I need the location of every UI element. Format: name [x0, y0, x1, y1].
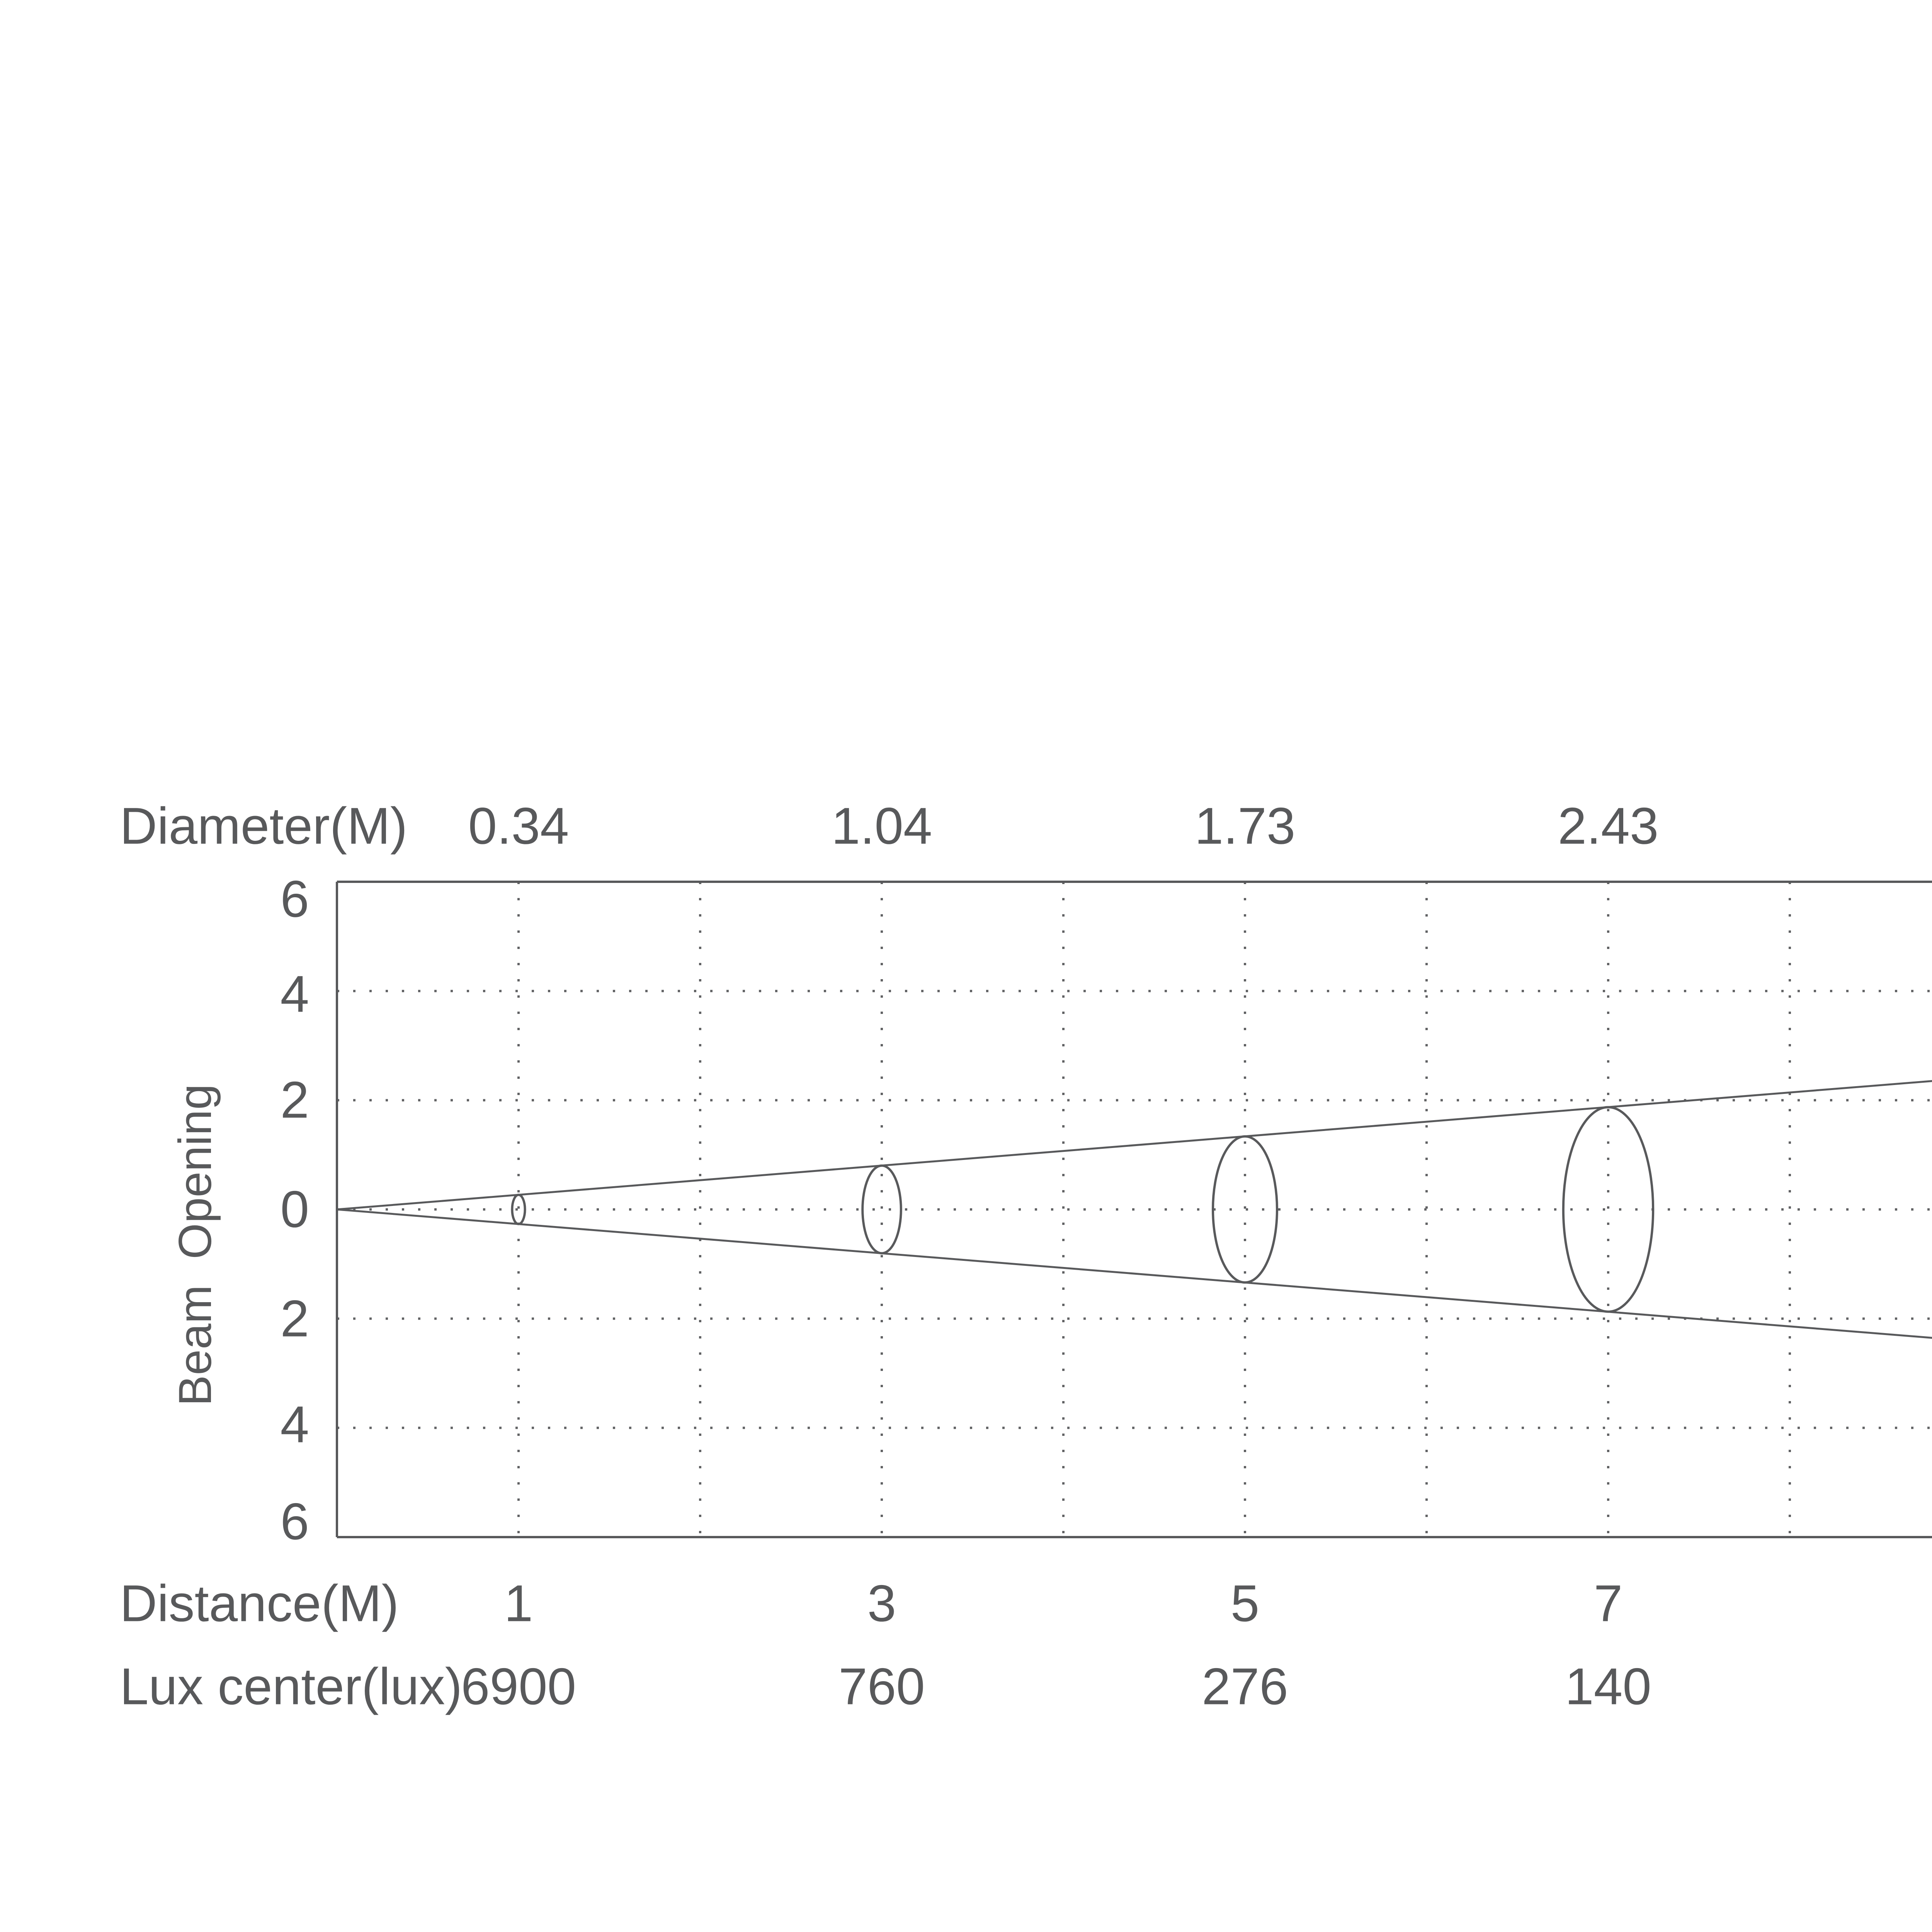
y-tick-label: 6: [280, 1493, 309, 1551]
beam-opening-axis-label: Beam Opening: [169, 1084, 221, 1406]
lux-value: 140: [1565, 1658, 1651, 1716]
distance-value: 1: [504, 1575, 533, 1633]
diameter-value: 1.04: [832, 798, 932, 855]
beam-spot-ellipse: [1212, 1135, 1278, 1284]
beam-spot-ellipse: [861, 1164, 902, 1255]
cone-layer: [336, 1080, 1932, 1339]
lux-value: 276: [1202, 1658, 1288, 1716]
beam-spot-ellipse: [1562, 1106, 1655, 1313]
beam-spot-ellipse: [511, 1194, 526, 1225]
y-tick-label: 4: [280, 1396, 309, 1454]
y-tick-label: 6: [280, 871, 309, 928]
distance-value: 3: [867, 1575, 896, 1633]
distance-value: 7: [1594, 1575, 1623, 1633]
diameter-row-label: Diameter(M): [120, 798, 407, 855]
diameter-value: 0.34: [468, 798, 569, 855]
y-tick-label: 2: [280, 1071, 309, 1129]
y-tick-label: 4: [280, 966, 309, 1023]
lux-value: 760: [838, 1658, 925, 1716]
diameter-value: 2.43: [1558, 798, 1659, 855]
lux-row-label: Lux center(lux): [120, 1658, 462, 1716]
beam-cone-upper-line: [336, 1080, 1932, 1211]
beam-cone-lower-line: [336, 1208, 1932, 1339]
y-tick-labels-layer: 6 4 2 0 2 4 6: [280, 871, 309, 1551]
distance-row-label: Distance(M): [120, 1575, 399, 1633]
diameter-value: 1.73: [1195, 798, 1296, 855]
lux-value: 6900: [461, 1658, 576, 1716]
y-tick-label: 0: [280, 1181, 309, 1238]
grid-layer: [337, 882, 1932, 1537]
y-tick-label: 2: [280, 1290, 309, 1348]
value-rows-layer: 0.341.041.732.433.4713571069007602761406…: [461, 798, 1659, 1716]
distance-value: 5: [1231, 1575, 1260, 1633]
